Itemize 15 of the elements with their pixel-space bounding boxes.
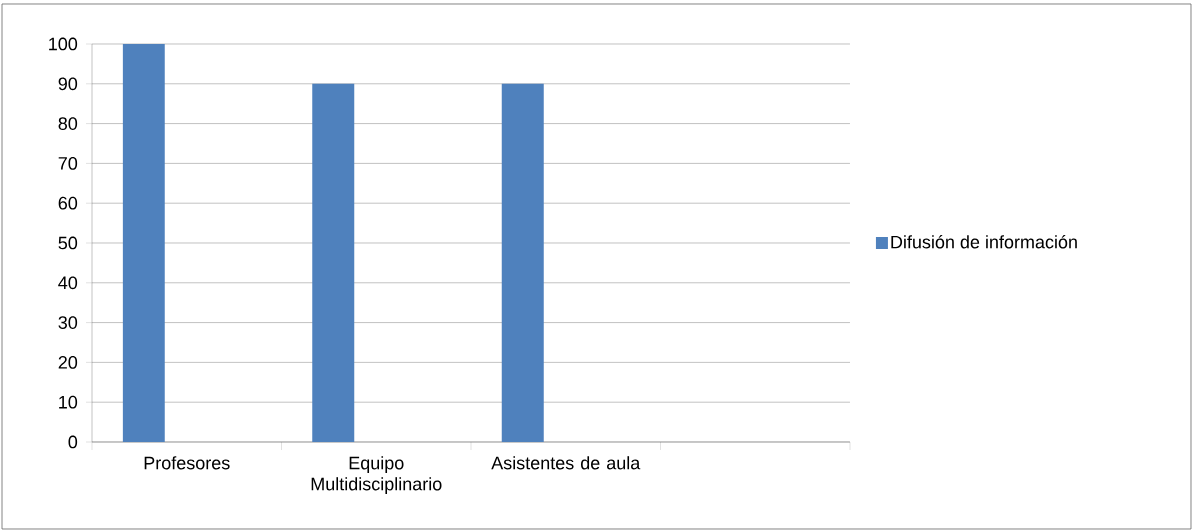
y-tick-label: 40 (58, 276, 78, 290)
legend-label: Difusión de información (891, 235, 1077, 249)
x-tick-label: Asistentes de aula (491, 456, 641, 470)
y-tick-label: 30 (58, 316, 78, 329)
y-tick-label: 70 (58, 157, 78, 170)
y-tick-label: 50 (58, 236, 78, 250)
y-tick-label: 80 (58, 117, 78, 130)
y-tick-label: 10 (59, 395, 78, 409)
y-tick-label: 0 (68, 435, 78, 449)
y-tick-label: 20 (58, 356, 78, 369)
x-tick-label: Equipo Multidisciplinario (311, 456, 442, 494)
y-tick-label: 60 (58, 196, 78, 210)
y-tick-label: 100 (49, 37, 78, 51)
y-tick-label: 90 (58, 77, 78, 91)
x-tick-label: Profesores (144, 456, 230, 470)
